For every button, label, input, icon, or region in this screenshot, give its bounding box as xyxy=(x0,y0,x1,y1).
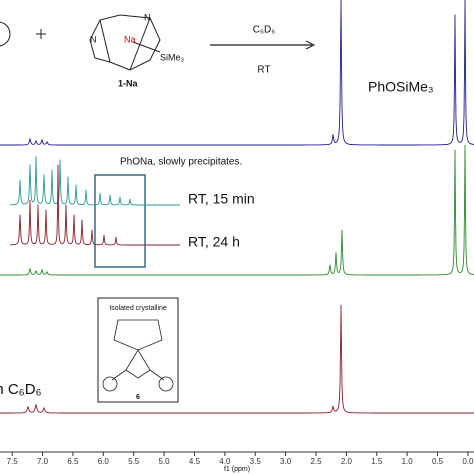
phenyl xyxy=(102,376,118,392)
spectrum-15min xyxy=(10,156,180,206)
x-tick-label: 6.5 xyxy=(67,457,79,466)
inset-skeleton xyxy=(111,319,165,381)
condition: RT xyxy=(257,65,270,76)
x-tick-label: 6.0 xyxy=(98,457,110,466)
reagent-label: 1-Na xyxy=(118,78,139,88)
x-axis-label: f1 (ppm) xyxy=(224,466,250,473)
x-tick-label: 4.0 xyxy=(219,457,231,466)
solvent: C₆D₆ xyxy=(253,25,276,36)
spectrum-24h xyxy=(10,164,180,246)
x-tick-label: 7.5 xyxy=(7,457,19,466)
x-tick-label: 5.5 xyxy=(128,457,140,466)
metal: Na xyxy=(124,34,136,44)
n-atom: N xyxy=(144,12,151,22)
spectrum-middle xyxy=(0,144,474,276)
x-tick-label: 1.0 xyxy=(402,457,414,466)
x-tick-label: 2.0 xyxy=(341,457,353,466)
trace-label: RT, 15 min xyxy=(188,191,255,207)
inset-title: Isolated crystalline xyxy=(109,305,167,312)
benzene-ring xyxy=(0,21,11,47)
arrowhead xyxy=(305,40,316,50)
top-label: PhOSiMe₃ xyxy=(368,79,434,95)
spectrum-top xyxy=(0,0,474,146)
silyl-group: SiMe₃ xyxy=(160,52,185,62)
x-tick-label: 5.0 xyxy=(159,457,171,466)
bottom-label: in C₆D₆ xyxy=(0,381,42,398)
x-tick-label: 2.5 xyxy=(310,457,322,466)
compound-number: 6 xyxy=(136,394,140,401)
n-atom: N xyxy=(90,34,97,44)
trace-label: RT, 24 h xyxy=(188,234,240,250)
highlight-box xyxy=(94,174,146,268)
inset-structure: Isolated crystalline 6 xyxy=(97,297,179,403)
phenyl xyxy=(158,376,174,392)
x-tick-label: 3.0 xyxy=(280,457,292,466)
inset-note: PhONa, slowly precipitates. xyxy=(120,157,242,168)
x-tick-label: 4.5 xyxy=(189,457,201,466)
x-tick-label: 0.0 xyxy=(462,457,474,466)
x-tick-label: 0.5 xyxy=(432,457,444,466)
x-tick-label: 1.5 xyxy=(371,457,383,466)
x-tick-label: 3.5 xyxy=(250,457,262,466)
na-c-bond xyxy=(132,41,161,53)
spectrum-bottom xyxy=(0,304,474,414)
scheme xyxy=(0,14,316,71)
x-tick-label: 7.0 xyxy=(37,457,49,466)
